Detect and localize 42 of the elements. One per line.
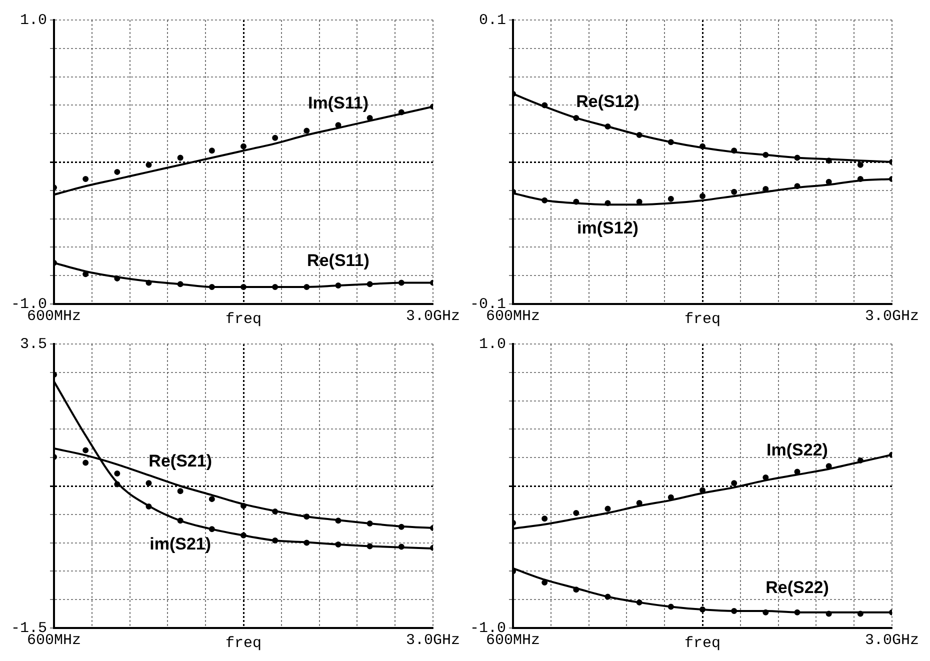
point: [304, 128, 310, 134]
point: [700, 193, 706, 200]
point: [604, 506, 611, 512]
x-tick-label: 3.0GHz: [406, 632, 460, 649]
point: [573, 510, 580, 516]
point: [668, 196, 674, 202]
x-axis-title: freq: [684, 310, 721, 328]
point: [208, 496, 215, 502]
point: [240, 143, 246, 150]
x-tick-label: 3.0GHz: [864, 632, 920, 649]
x-tick-label: 3.0GHz: [406, 308, 460, 325]
point: [272, 134, 278, 141]
point: [857, 162, 864, 168]
y-tick-label: 0.1: [478, 12, 506, 29]
series-label: Re(S22): [766, 578, 829, 598]
point: [208, 148, 215, 154]
x-axis-title: freq: [225, 634, 262, 652]
series-label: im(S21): [150, 534, 212, 554]
series-label: Re(S12): [576, 92, 640, 112]
series-label: Im(S11): [308, 94, 368, 113]
series-label: Im(S22): [766, 440, 828, 460]
series-label: Re(S11): [307, 251, 370, 270]
point: [114, 470, 120, 477]
point: [731, 480, 738, 486]
y-tick-label: 1.0: [478, 336, 506, 353]
point: [146, 162, 152, 168]
point: [177, 154, 184, 161]
point: [542, 516, 548, 522]
x-tick-label: 3.0GHz: [864, 308, 920, 325]
x-axis-title: freq: [684, 634, 721, 652]
point: [177, 488, 184, 494]
point: [731, 188, 738, 195]
y-tick-label: 3.5: [20, 336, 48, 353]
x-axis-title: freq: [225, 310, 262, 328]
point: [146, 480, 152, 486]
point: [82, 460, 89, 466]
y-tick-label: 1.0: [20, 12, 48, 29]
point: [114, 168, 120, 175]
series-label: im(S12): [577, 218, 638, 238]
point: [82, 176, 89, 182]
point: [82, 447, 89, 454]
series-label: Re(S21): [148, 452, 212, 471]
